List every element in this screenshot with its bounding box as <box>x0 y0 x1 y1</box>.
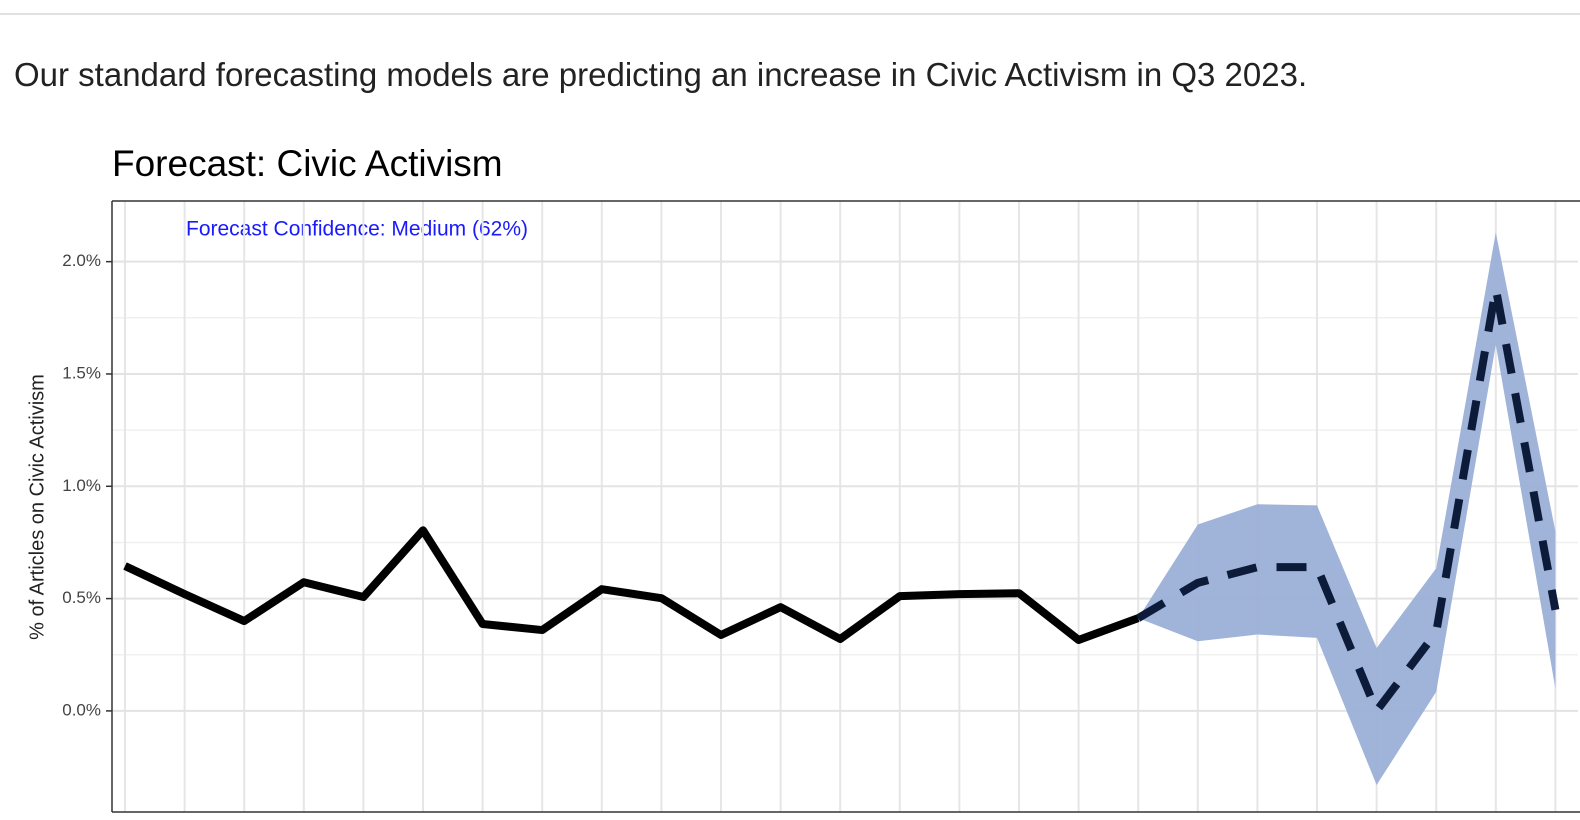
y-tick-label: 2.0% <box>62 251 101 270</box>
annotation: Forecast Confidence: Medium (62%) <box>186 218 528 241</box>
y-axis-label: % of Articles on Civic Activism <box>26 374 48 640</box>
intro-text: Our standard forecasting models are pred… <box>14 56 1308 93</box>
plot <box>112 201 1578 812</box>
y-tick-label: 1.5% <box>62 363 101 382</box>
y-tick-label: 0.5% <box>62 588 101 607</box>
series-line <box>1136 284 1560 715</box>
y-tick-label: 0.0% <box>62 700 101 719</box>
y-tick-label: 1.0% <box>62 476 101 495</box>
divider <box>0 13 1580 15</box>
chart-title: Forecast: Civic Activism <box>112 143 503 184</box>
series-line <box>123 526 1140 644</box>
confidence-band <box>1138 232 1556 786</box>
